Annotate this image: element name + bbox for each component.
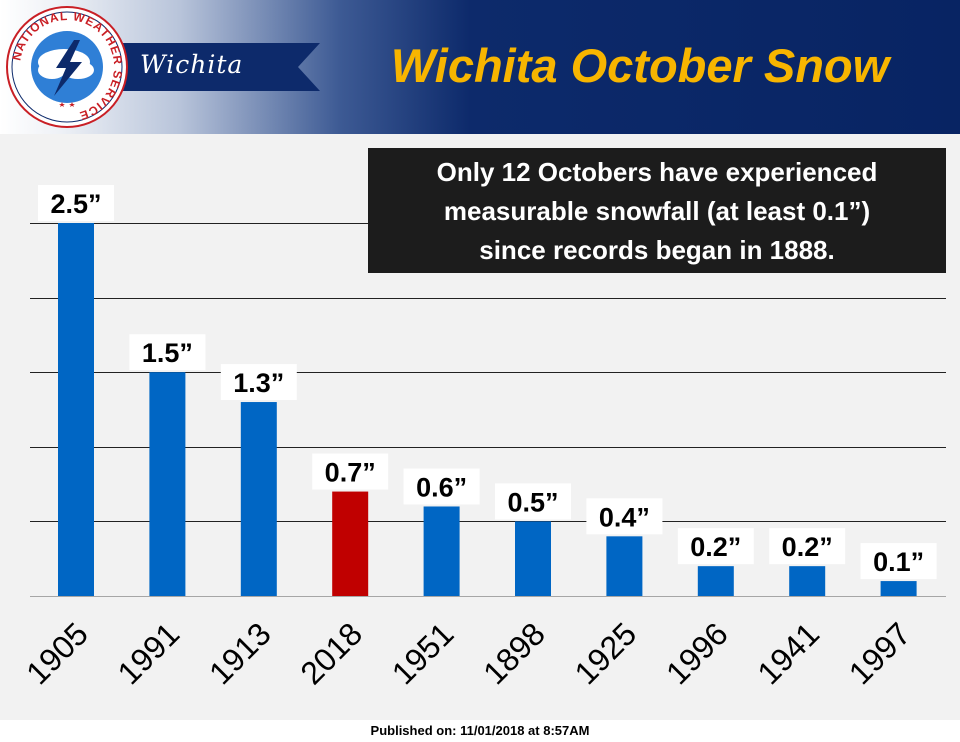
bar-1941 bbox=[789, 566, 826, 596]
bar-chart: 2.5” 1905 1.5” 1991 1.3” 1913 0.7” 2018 0.6” 1951… bbox=[19, 185, 946, 691]
data-label-2018: 0.7” bbox=[325, 458, 376, 488]
annotation-line-1: Only 12 Octobers have experienced bbox=[436, 157, 878, 187]
data-label-bg bbox=[38, 185, 114, 221]
annotation-line-3: since records began in 1888. bbox=[479, 235, 835, 265]
office-ribbon bbox=[115, 43, 320, 91]
data-label-1997: 0.1” bbox=[873, 547, 924, 577]
data-label-bg bbox=[403, 468, 480, 505]
tick-label-1996: 1996 bbox=[659, 615, 735, 691]
bar-1996 bbox=[697, 566, 734, 596]
tick-label-1913: 1913 bbox=[202, 615, 278, 691]
tick-label-1925: 1925 bbox=[568, 615, 644, 691]
nws-logo: NATIONAL WEATHER SERVICE bbox=[6, 6, 128, 128]
data-label-bg bbox=[129, 334, 206, 371]
tick-label-1951: 1951 bbox=[385, 615, 461, 691]
bar-1925 bbox=[606, 536, 643, 596]
tick-label-1898: 1898 bbox=[476, 615, 552, 691]
bar-1991 bbox=[149, 372, 186, 596]
data-label-1898: 0.5” bbox=[507, 487, 558, 517]
data-label-bg bbox=[312, 453, 389, 490]
annotation-box: Only 12 Octobers have experienced measur… bbox=[368, 148, 946, 273]
bar-1905 bbox=[58, 223, 94, 596]
data-label-bg bbox=[220, 364, 297, 401]
published-footer: Published on: 11/01/2018 at 8:57AM bbox=[0, 720, 960, 740]
tick-label-2018: 2018 bbox=[293, 615, 369, 691]
tick-label-1997: 1997 bbox=[842, 615, 918, 691]
bar-2018 bbox=[332, 491, 369, 596]
header-banner: Wichita Wichita October Snow NATIONAL WE… bbox=[0, 0, 960, 134]
annotation-line-2: measurable snowfall (at least 0.1”) bbox=[443, 196, 871, 226]
bar-1951 bbox=[423, 506, 460, 596]
data-label-1913: 1.3” bbox=[233, 368, 284, 398]
tick-label-1941: 1941 bbox=[750, 615, 826, 691]
data-label-1996: 0.2” bbox=[690, 532, 741, 562]
bar-1898 bbox=[515, 521, 551, 596]
chart-title: Wichita October Snow bbox=[390, 39, 890, 92]
data-label-1925: 0.4” bbox=[599, 502, 650, 532]
bar-1913 bbox=[240, 402, 277, 596]
data-label-1905: 2.5” bbox=[50, 189, 101, 219]
data-label-bg bbox=[677, 528, 754, 565]
tick-label-1991: 1991 bbox=[111, 615, 187, 691]
data-label-1991: 1.5” bbox=[142, 338, 193, 368]
data-label-1941: 0.2” bbox=[782, 532, 833, 562]
data-label-bg bbox=[860, 543, 937, 580]
tick-label-1905: 1905 bbox=[19, 615, 95, 691]
data-label-1951: 0.6” bbox=[416, 472, 467, 502]
data-label-bg bbox=[586, 498, 663, 535]
bar-1997 bbox=[880, 581, 917, 596]
office-name: Wichita bbox=[140, 50, 244, 79]
data-label-bg bbox=[495, 483, 571, 520]
data-label-bg bbox=[769, 528, 846, 565]
